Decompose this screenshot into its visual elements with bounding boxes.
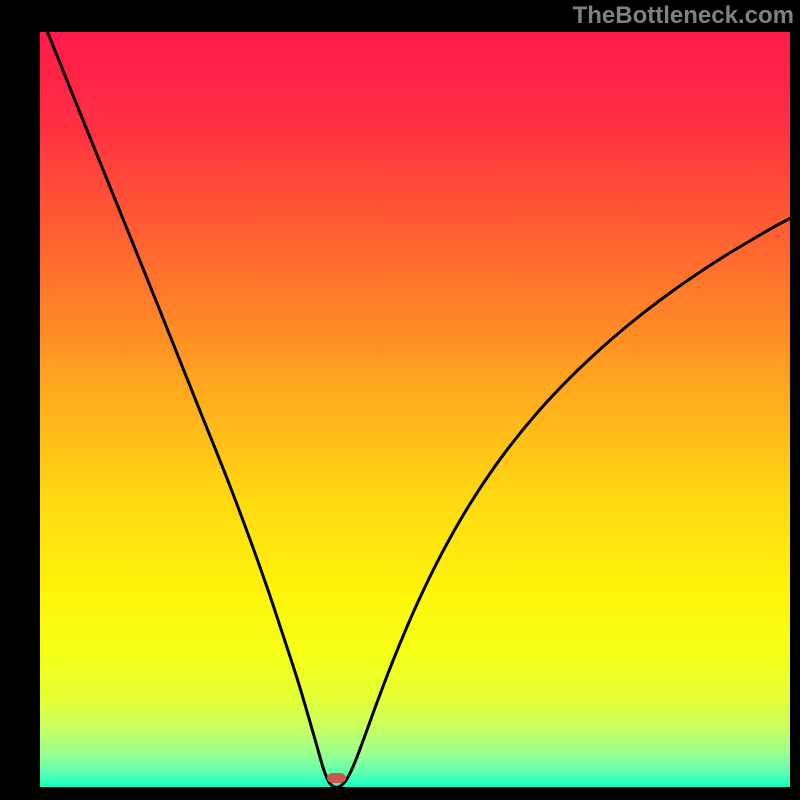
watermark-text: TheBottleneck.com (573, 2, 794, 30)
chart-svg (40, 32, 790, 787)
plot-area (40, 32, 790, 787)
minimum-marker (327, 773, 347, 784)
gradient-background (40, 32, 790, 787)
chart-canvas: TheBottleneck.com (0, 0, 800, 800)
